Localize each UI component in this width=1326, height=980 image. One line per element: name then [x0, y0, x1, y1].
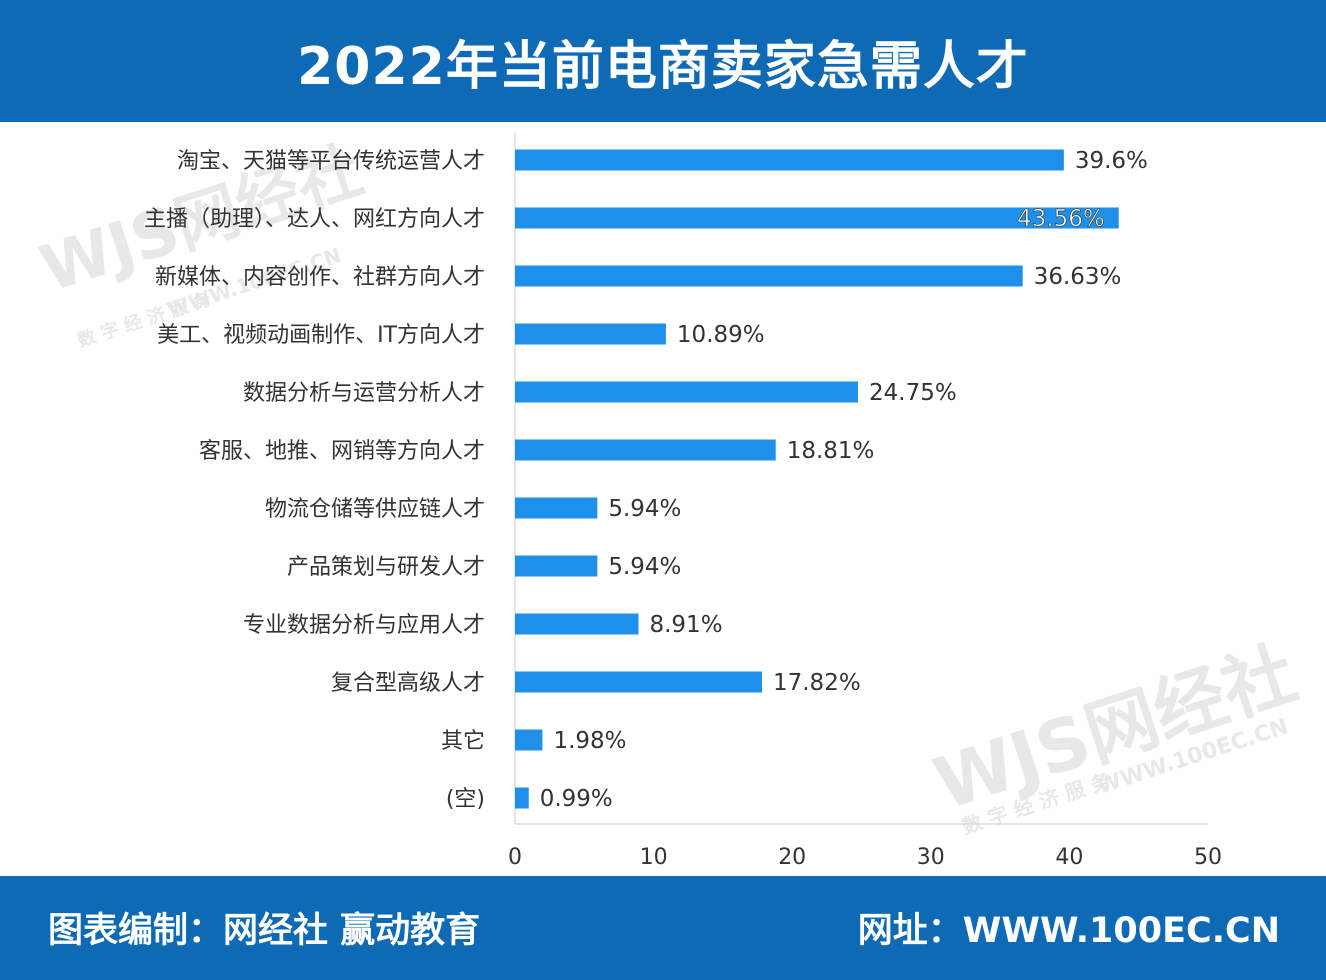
category-label: 数据分析与运营分析人才	[243, 381, 485, 406]
category-label: 主播（助理）、达人、网红方向人才	[144, 207, 485, 232]
bar	[515, 497, 598, 519]
data-label: 5.94%	[608, 554, 681, 580]
data-label: 8.91%	[649, 612, 722, 638]
bar-chart-svg: WJS网经社 WWW.100EC.CN 数 字 经 济 服 务 WJS网经社 W…	[32, 132, 1306, 870]
x-tick-label: 0	[508, 845, 522, 870]
bar	[515, 149, 1064, 171]
data-label: 5.94%	[608, 496, 681, 522]
x-tick-label: 40	[1055, 845, 1083, 870]
data-label: 36.63%	[1034, 264, 1122, 290]
website-text: 网址：WWW.100EC.CN	[857, 911, 1280, 951]
bar	[515, 787, 529, 809]
chart-title: 2022年当前电商卖家急需人才	[297, 36, 1029, 97]
category-label: 专业数据分析与应用人才	[243, 613, 485, 638]
data-label: 39.6%	[1075, 148, 1148, 174]
x-tick-label: 30	[917, 845, 945, 870]
category-label: (空)	[446, 787, 485, 812]
bar	[515, 613, 639, 635]
data-label: 43.56%	[1017, 206, 1105, 232]
data-label: 24.75%	[869, 380, 957, 406]
data-label: 10.89%	[677, 322, 765, 348]
bar	[515, 671, 762, 693]
category-label: 产品策划与研发人才	[287, 555, 485, 580]
credit-text: 图表编制：网经社 赢动教育	[48, 911, 481, 951]
bar	[515, 381, 859, 403]
data-label: 18.81%	[787, 438, 875, 464]
category-label: 美工、视频动画制作、IT方向人才	[157, 323, 485, 348]
chart-header: 2022年当前电商卖家急需人才	[0, 0, 1326, 122]
data-label: 1.98%	[553, 728, 626, 754]
category-label: 复合型高级人才	[331, 671, 485, 696]
category-label: 客服、地推、网销等方向人才	[199, 439, 485, 464]
category-label: 新媒体、内容创作、社群方向人才	[155, 265, 485, 290]
watermark-right: WJS网经社 WWW.100EC.CN 数 字 经 济 服 务	[924, 631, 1306, 839]
data-label: 0.99%	[540, 786, 613, 812]
bar	[515, 207, 1119, 229]
data-label: 17.82%	[773, 670, 861, 696]
category-label: 物流仓储等供应链人才	[265, 497, 485, 522]
x-tick-label: 50	[1194, 845, 1222, 870]
bar	[515, 555, 598, 577]
category-label: 其它	[441, 729, 485, 754]
plot-area: 0 10 20 30 40 50 淘宝、天猫等平台传统运营人才 39.6% 主播（助理）、达人、…	[144, 132, 1222, 870]
bar	[515, 729, 543, 751]
bar	[515, 323, 666, 345]
category-label: 淘宝、天猫等平台传统运营人才	[177, 149, 485, 174]
bar	[515, 265, 1023, 287]
x-tick-label: 20	[778, 845, 806, 870]
x-tick-label: 10	[640, 845, 668, 870]
bar	[515, 439, 776, 461]
bar-chart: WJS网经社 WWW.100EC.CN 数 字 经 济 服 务 WJS网经社 W…	[0, 122, 1326, 876]
chart-footer: 图表编制：网经社 赢动教育 网址：WWW.100EC.CN	[0, 876, 1326, 980]
